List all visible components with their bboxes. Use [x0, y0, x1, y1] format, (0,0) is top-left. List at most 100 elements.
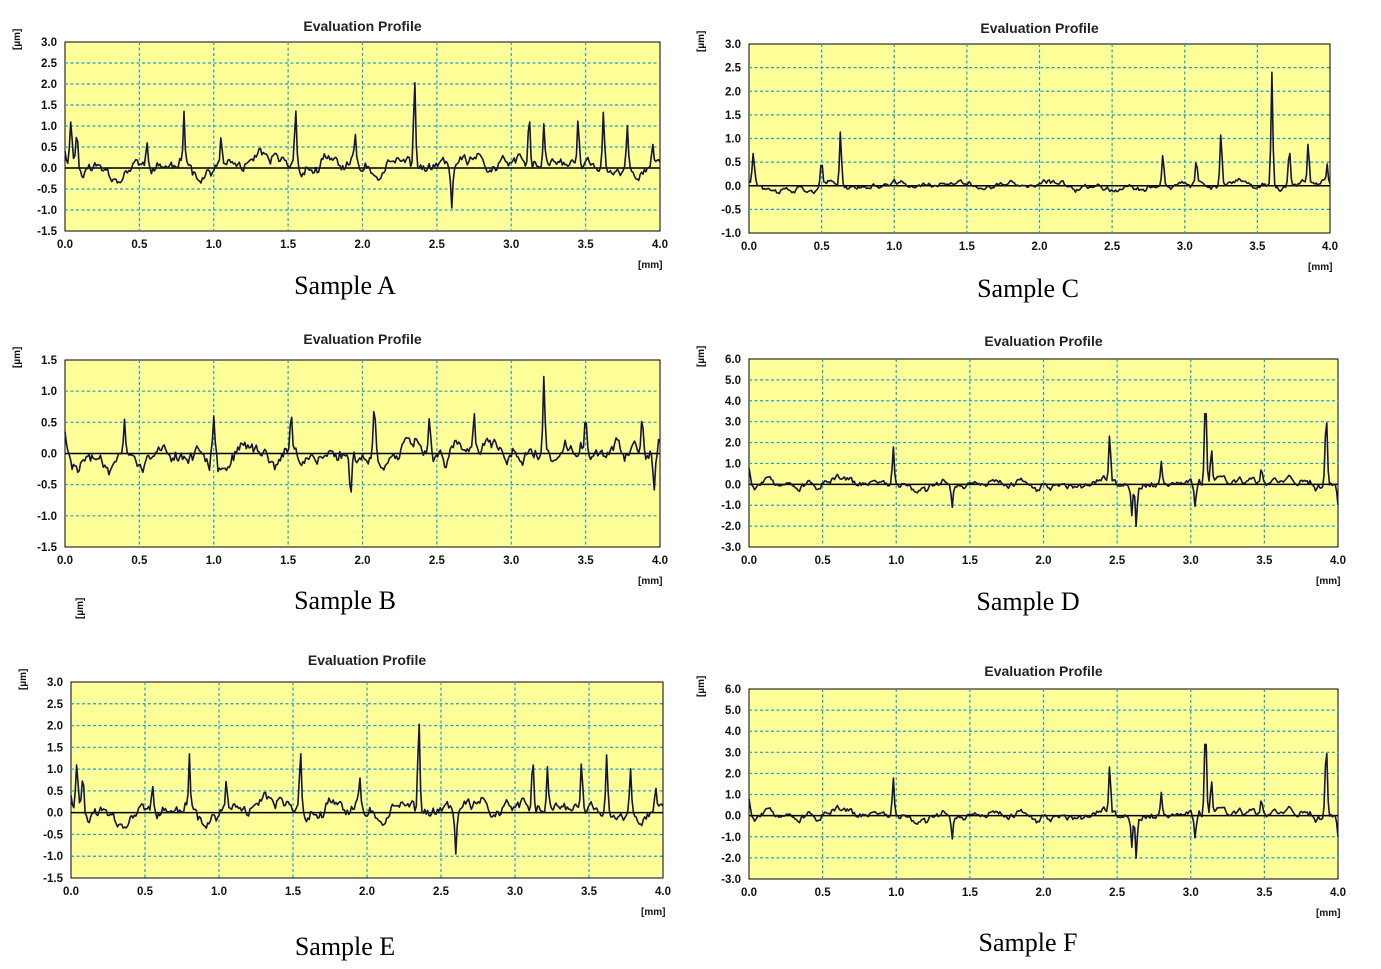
- x-tick-label: 0.0: [741, 887, 757, 899]
- y-tick-label: -1.0: [37, 205, 57, 217]
- y-tick-label: 1.5: [47, 742, 64, 754]
- x-tick-label: 3.5: [1249, 241, 1266, 253]
- chart-title: Evaluation Profile: [980, 20, 1098, 36]
- y-tick-label: 0.0: [41, 449, 57, 461]
- y-tick-label: 0.5: [41, 142, 58, 154]
- x-tick-label: 2.5: [429, 239, 446, 251]
- y-tick-label: -1.5: [43, 873, 63, 885]
- x-tick-label: 2.0: [355, 555, 371, 567]
- y-tick-label: 0.5: [725, 157, 742, 169]
- y-tick-label: -2.0: [721, 521, 741, 533]
- sample-caption: Sample B: [294, 586, 396, 615]
- profile-line: [748, 413, 1339, 528]
- x-tick-label: 1.0: [886, 241, 902, 253]
- x-tick-label: 3.0: [1183, 555, 1199, 567]
- chart-panel-1: 3.02.52.01.51.00.50.0-0.5-1.0-1.50.0 0.5 1…: [12, 18, 668, 300]
- y-tick-label: 2.0: [47, 721, 63, 733]
- x-tick-label: 0.0: [741, 241, 757, 253]
- x-tick-label: 2.5: [1109, 887, 1126, 899]
- plot-area: [70, 681, 664, 879]
- profile-line: [70, 723, 664, 855]
- sample-caption: Sample E: [295, 932, 395, 961]
- y-tick-label: 2.0: [725, 438, 741, 450]
- x-tick-label: 0.5: [814, 241, 831, 253]
- x-tick-label: 0.5: [815, 887, 832, 899]
- x-tick-label: 3.0: [1177, 241, 1193, 253]
- y-tick-label: 3.0: [41, 37, 57, 49]
- y-tick-label: 0.0: [47, 808, 63, 820]
- y-axis-unit: [µm]: [12, 29, 23, 50]
- x-axis-unit: [mm]: [1308, 262, 1332, 273]
- y-tick-label: -1.0: [721, 832, 741, 844]
- chart-title: Evaluation Profile: [303, 18, 421, 34]
- x-tick-label: 1.0: [888, 887, 904, 899]
- x-tick-label: 2.5: [1104, 241, 1121, 253]
- y-tick-label: 2.0: [725, 86, 741, 98]
- x-tick-label: 2.0: [1036, 555, 1052, 567]
- y-tick-label: 1.0: [725, 134, 741, 146]
- x-tick-label: 4.0: [1330, 555, 1346, 567]
- y-tick-label: 2.5: [47, 699, 64, 711]
- y-tick-label: -1.0: [37, 511, 57, 523]
- y-tick-label: -2.0: [721, 853, 741, 865]
- x-tick-label: 0.5: [131, 239, 148, 251]
- x-axis-unit: [mm]: [641, 907, 665, 918]
- chart-title: Evaluation Profile: [984, 333, 1102, 349]
- x-tick-label: 0.0: [57, 239, 73, 251]
- y-tick-label: 3.0: [725, 39, 741, 51]
- y-tick-label: -1.0: [43, 851, 63, 863]
- y-tick-label: 4.0: [725, 726, 741, 738]
- y-tick-label: 2.0: [725, 768, 741, 780]
- x-tick-label: 2.0: [1036, 887, 1052, 899]
- x-tick-label: 0.5: [137, 886, 154, 898]
- x-tick-label: 4.0: [1322, 241, 1338, 253]
- x-tick-label: 2.0: [359, 886, 375, 898]
- y-tick-label: 2.5: [725, 63, 742, 75]
- y-axis-unit: [µm]: [696, 676, 707, 697]
- chart-panel-6: 6.05.04.03.02.01.00.0-1.0-2.0-3.00.0 0.5 1…: [696, 663, 1346, 957]
- y-tick-label: -3.0: [721, 874, 741, 886]
- y-tick-label: -0.5: [37, 184, 57, 196]
- y-tick-label: 3.0: [47, 677, 63, 689]
- y-tick-label: 0.5: [47, 786, 64, 798]
- y-tick-label: 2.0: [41, 79, 57, 91]
- x-tick-label: 0.5: [131, 555, 148, 567]
- x-tick-label: 4.0: [652, 239, 668, 251]
- y-tick-label: 1.0: [725, 458, 741, 470]
- y-tick-label: 3.0: [725, 747, 741, 759]
- profile-line: [64, 375, 661, 493]
- y-tick-label: -0.5: [43, 829, 63, 841]
- y-tick-label: 4.0: [725, 396, 741, 408]
- y-tick-label: 0.0: [41, 163, 57, 175]
- y-axis-unit: [µm]: [696, 31, 707, 52]
- x-tick-label: 1.0: [206, 555, 222, 567]
- sample-caption: Sample A: [294, 271, 396, 300]
- chart-title: Evaluation Profile: [984, 663, 1102, 679]
- x-tick-label: 1.0: [888, 555, 904, 567]
- x-tick-label: 1.5: [280, 239, 297, 251]
- x-axis-unit: [mm]: [638, 576, 662, 587]
- x-tick-label: 3.0: [503, 555, 519, 567]
- x-tick-label: 4.0: [655, 886, 671, 898]
- x-tick-label: 0.0: [741, 555, 757, 567]
- y-tick-label: -1.5: [37, 542, 57, 554]
- y-tick-label: 0.0: [725, 811, 741, 823]
- y-tick-label: 2.5: [41, 58, 58, 70]
- y-axis-unit: [µm]: [12, 347, 23, 368]
- x-tick-label: 1.0: [211, 886, 227, 898]
- y-tick-label: 0.0: [725, 479, 741, 491]
- x-tick-label: 1.5: [959, 241, 976, 253]
- y-tick-label: 1.0: [47, 764, 63, 776]
- x-tick-label: 2.5: [1109, 555, 1126, 567]
- x-tick-label: 1.5: [962, 555, 979, 567]
- y-tick-label: 5.0: [725, 705, 741, 717]
- x-axis-unit: [mm]: [1316, 576, 1340, 587]
- x-tick-label: 1.0: [206, 239, 222, 251]
- x-tick-label: 3.0: [503, 239, 519, 251]
- x-tick-label: 3.0: [507, 886, 523, 898]
- sample-caption: Sample D: [976, 587, 1079, 616]
- sample-caption: Sample C: [977, 274, 1079, 303]
- x-axis-unit: [mm]: [638, 260, 662, 271]
- chart-panel-3: 3.02.52.01.51.00.50.0-0.5-1.00.0 0.5 1.0 1.…: [696, 20, 1338, 303]
